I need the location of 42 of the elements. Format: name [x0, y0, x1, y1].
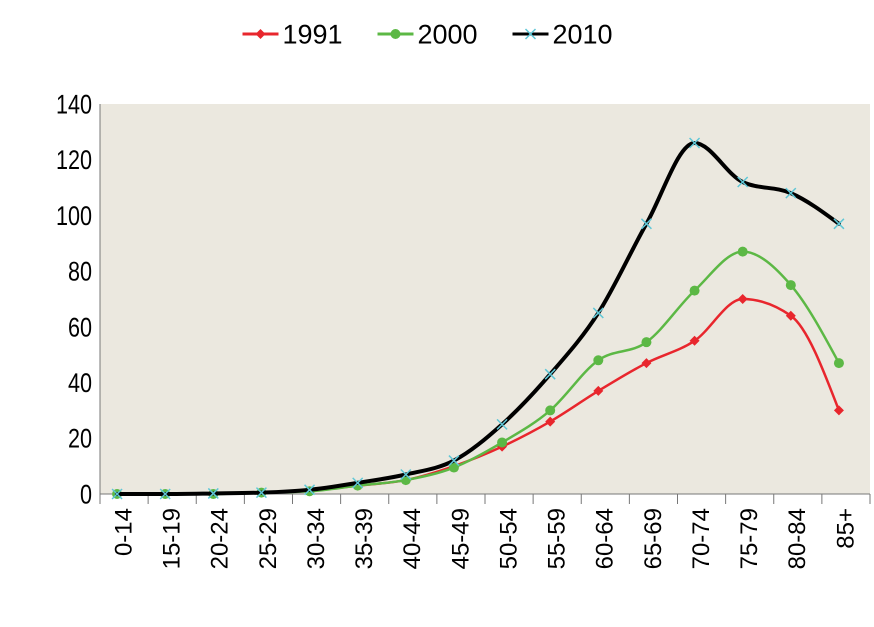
x-tick-label: 45-49: [447, 508, 474, 570]
x-tick-label: 65-69: [640, 508, 667, 570]
legend-label: 2000: [418, 19, 478, 50]
y-tick-label: 40: [68, 368, 92, 399]
point: [786, 310, 796, 321]
legend-label: 2010: [552, 19, 613, 50]
x-tick-label: 75-79: [736, 508, 764, 570]
x-tick-label: 60-64: [592, 508, 619, 570]
point: [593, 386, 604, 396]
x-tick-label: 25-29: [254, 508, 282, 570]
point: [641, 337, 652, 348]
point: [834, 405, 844, 416]
x-tick-label: 0-14: [110, 508, 138, 556]
point: [690, 336, 700, 346]
x-tick-label: 20-24: [206, 508, 234, 570]
point: [497, 437, 508, 448]
point: [738, 294, 748, 304]
y-tick-label: 80: [68, 257, 92, 288]
x-tick-label: 55-59: [544, 508, 571, 570]
y-tick-label: 100: [56, 202, 92, 232]
legend-label: 1991: [282, 19, 343, 50]
x-tick-label: 35-39: [351, 508, 378, 570]
y-tick-label: 140: [56, 90, 92, 120]
point: [545, 416, 556, 427]
y-tick-label: 120: [56, 146, 92, 176]
x-tick-label: 50-54: [495, 508, 522, 570]
x-tick-label: 15-19: [158, 508, 186, 570]
point: [690, 286, 700, 296]
point: [834, 358, 844, 368]
x-tick-label: 40-44: [399, 508, 426, 570]
point: [738, 246, 748, 257]
point: [593, 355, 604, 366]
x-tick-label: 70-74: [688, 508, 715, 570]
point: [545, 405, 556, 416]
point: [786, 280, 796, 290]
x-tick-label: 80-84: [784, 508, 812, 570]
point: [641, 358, 652, 368]
y-tick-label: 0: [80, 480, 92, 510]
x-tick-label: 30-34: [302, 508, 330, 570]
x-tick-label: 85+: [832, 508, 860, 549]
y-tick-label: 20: [68, 424, 92, 454]
y-tick-label: 60: [68, 313, 92, 343]
